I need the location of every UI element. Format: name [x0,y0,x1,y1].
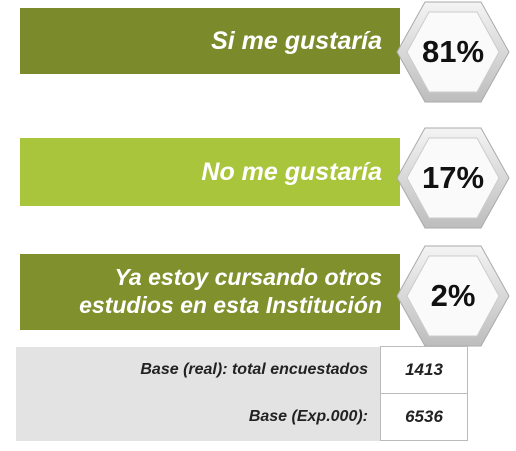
option-label: No me gustaría [201,158,382,186]
percent-value: 2% [431,278,476,313]
percent-badge: 81% [396,1,510,103]
percent-value: 17% [422,160,484,195]
option-banner: No me gustaría [20,138,400,206]
table-row: Base (real): total encuestados 1413 [16,346,468,394]
option-label: Si me gustaría [211,27,382,55]
option-banner: Si me gustaría [20,8,400,74]
table-cell: 6536 [380,393,468,441]
percent-badge: 17% [396,127,510,229]
table-cell: 1413 [380,346,468,394]
base-table: Base (real): total encuestados 1413 Base… [16,346,468,441]
table-cell: Base (Exp.000): [16,393,381,441]
option-banner: Ya estoy cursando otros estudios en esta… [20,254,400,330]
percent-value: 81% [422,34,484,69]
table-cell: Base (real): total encuestados [16,346,381,394]
percent-badge: 2% [396,245,510,347]
table-row: Base (Exp.000): 6536 [16,393,468,441]
option-label: Ya estoy cursando otros estudios en esta… [79,264,382,318]
